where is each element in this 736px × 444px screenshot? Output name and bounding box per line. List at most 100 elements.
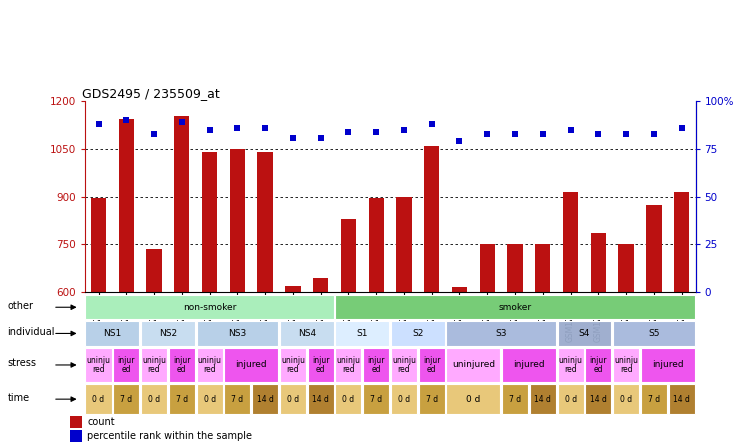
Bar bbox=[341, 219, 356, 292]
Text: uninjured: uninjured bbox=[452, 361, 495, 369]
Bar bbox=[396, 197, 411, 292]
Text: 0 d: 0 d bbox=[93, 395, 105, 404]
Point bbox=[315, 134, 327, 141]
Bar bbox=[424, 146, 439, 292]
Bar bbox=[336, 348, 361, 382]
Bar bbox=[308, 385, 333, 414]
Text: 7 d: 7 d bbox=[425, 395, 438, 404]
Bar bbox=[85, 348, 112, 382]
Point bbox=[121, 117, 132, 124]
Text: time: time bbox=[7, 392, 29, 403]
Text: uninju
red: uninju red bbox=[614, 357, 638, 373]
Text: count: count bbox=[88, 417, 115, 427]
Text: 0 d: 0 d bbox=[620, 395, 632, 404]
Text: injured: injured bbox=[513, 361, 545, 369]
Point bbox=[93, 121, 105, 128]
Point bbox=[148, 130, 160, 137]
Text: uninju
red: uninju red bbox=[336, 357, 361, 373]
Bar bbox=[197, 321, 278, 346]
Point bbox=[231, 124, 243, 131]
Bar bbox=[252, 385, 278, 414]
Text: 7 d: 7 d bbox=[648, 395, 660, 404]
Text: injur
ed: injur ed bbox=[590, 357, 607, 373]
Text: injur
ed: injur ed bbox=[423, 357, 440, 373]
Text: injured: injured bbox=[236, 361, 267, 369]
Text: individual: individual bbox=[7, 327, 55, 337]
Bar bbox=[591, 233, 606, 292]
Bar bbox=[85, 385, 112, 414]
Bar bbox=[146, 249, 162, 292]
Bar bbox=[557, 348, 584, 382]
Bar bbox=[668, 385, 695, 414]
Bar bbox=[391, 348, 417, 382]
Text: NS3: NS3 bbox=[228, 329, 247, 338]
Point bbox=[509, 130, 521, 137]
Text: 0 d: 0 d bbox=[466, 395, 481, 404]
Point bbox=[648, 130, 659, 137]
Text: uninju
red: uninju red bbox=[392, 357, 416, 373]
Text: injur
ed: injur ed bbox=[173, 357, 191, 373]
Text: 0 d: 0 d bbox=[148, 395, 160, 404]
Bar bbox=[313, 278, 328, 292]
Text: 14 d: 14 d bbox=[673, 395, 690, 404]
Bar bbox=[641, 348, 695, 382]
Bar bbox=[419, 348, 445, 382]
Text: GDS2495 / 235509_at: GDS2495 / 235509_at bbox=[82, 87, 219, 100]
Bar bbox=[563, 192, 578, 292]
Point bbox=[592, 130, 604, 137]
Text: 0 d: 0 d bbox=[287, 395, 299, 404]
Bar bbox=[618, 244, 634, 292]
Text: 7 d: 7 d bbox=[509, 395, 521, 404]
Text: percentile rank within the sample: percentile rank within the sample bbox=[88, 431, 252, 441]
Bar bbox=[641, 385, 667, 414]
Bar bbox=[557, 385, 584, 414]
Bar bbox=[363, 348, 389, 382]
Point bbox=[620, 130, 632, 137]
Bar bbox=[197, 385, 223, 414]
Point bbox=[287, 134, 299, 141]
Text: uninju
red: uninju red bbox=[87, 357, 110, 373]
Point bbox=[398, 126, 410, 133]
Bar bbox=[502, 385, 528, 414]
Bar bbox=[613, 321, 695, 346]
Bar bbox=[174, 115, 189, 292]
Text: injured: injured bbox=[652, 361, 684, 369]
Bar bbox=[585, 348, 612, 382]
Bar bbox=[308, 348, 333, 382]
Text: uninju
red: uninju red bbox=[197, 357, 222, 373]
Bar bbox=[197, 348, 223, 382]
Bar bbox=[113, 385, 139, 414]
Text: S4: S4 bbox=[578, 329, 590, 338]
Text: smoker: smoker bbox=[498, 303, 531, 312]
Text: NS4: NS4 bbox=[298, 329, 316, 338]
Bar bbox=[530, 385, 556, 414]
Bar bbox=[502, 348, 556, 382]
Point bbox=[453, 138, 465, 145]
Bar bbox=[224, 348, 278, 382]
Text: 7 d: 7 d bbox=[231, 395, 244, 404]
Bar bbox=[613, 348, 639, 382]
Point bbox=[537, 130, 549, 137]
Text: 7 d: 7 d bbox=[120, 395, 132, 404]
Text: stress: stress bbox=[7, 358, 36, 368]
Text: injur
ed: injur ed bbox=[118, 357, 135, 373]
Bar bbox=[141, 385, 167, 414]
Text: 14 d: 14 d bbox=[534, 395, 551, 404]
Point bbox=[259, 124, 271, 131]
Text: 14 d: 14 d bbox=[257, 395, 274, 404]
Text: uninju
red: uninju red bbox=[559, 357, 583, 373]
Bar bbox=[113, 348, 139, 382]
Point bbox=[426, 121, 438, 128]
Bar bbox=[447, 321, 556, 346]
Bar bbox=[585, 385, 612, 414]
Text: 0 d: 0 d bbox=[342, 395, 355, 404]
Text: 0 d: 0 d bbox=[204, 395, 216, 404]
Bar bbox=[286, 286, 300, 292]
Bar bbox=[141, 321, 195, 346]
Bar bbox=[169, 348, 195, 382]
Point bbox=[204, 126, 216, 133]
Point bbox=[676, 124, 687, 131]
Bar bbox=[452, 287, 467, 292]
Text: non-smoker: non-smoker bbox=[183, 303, 236, 312]
Bar bbox=[674, 192, 690, 292]
